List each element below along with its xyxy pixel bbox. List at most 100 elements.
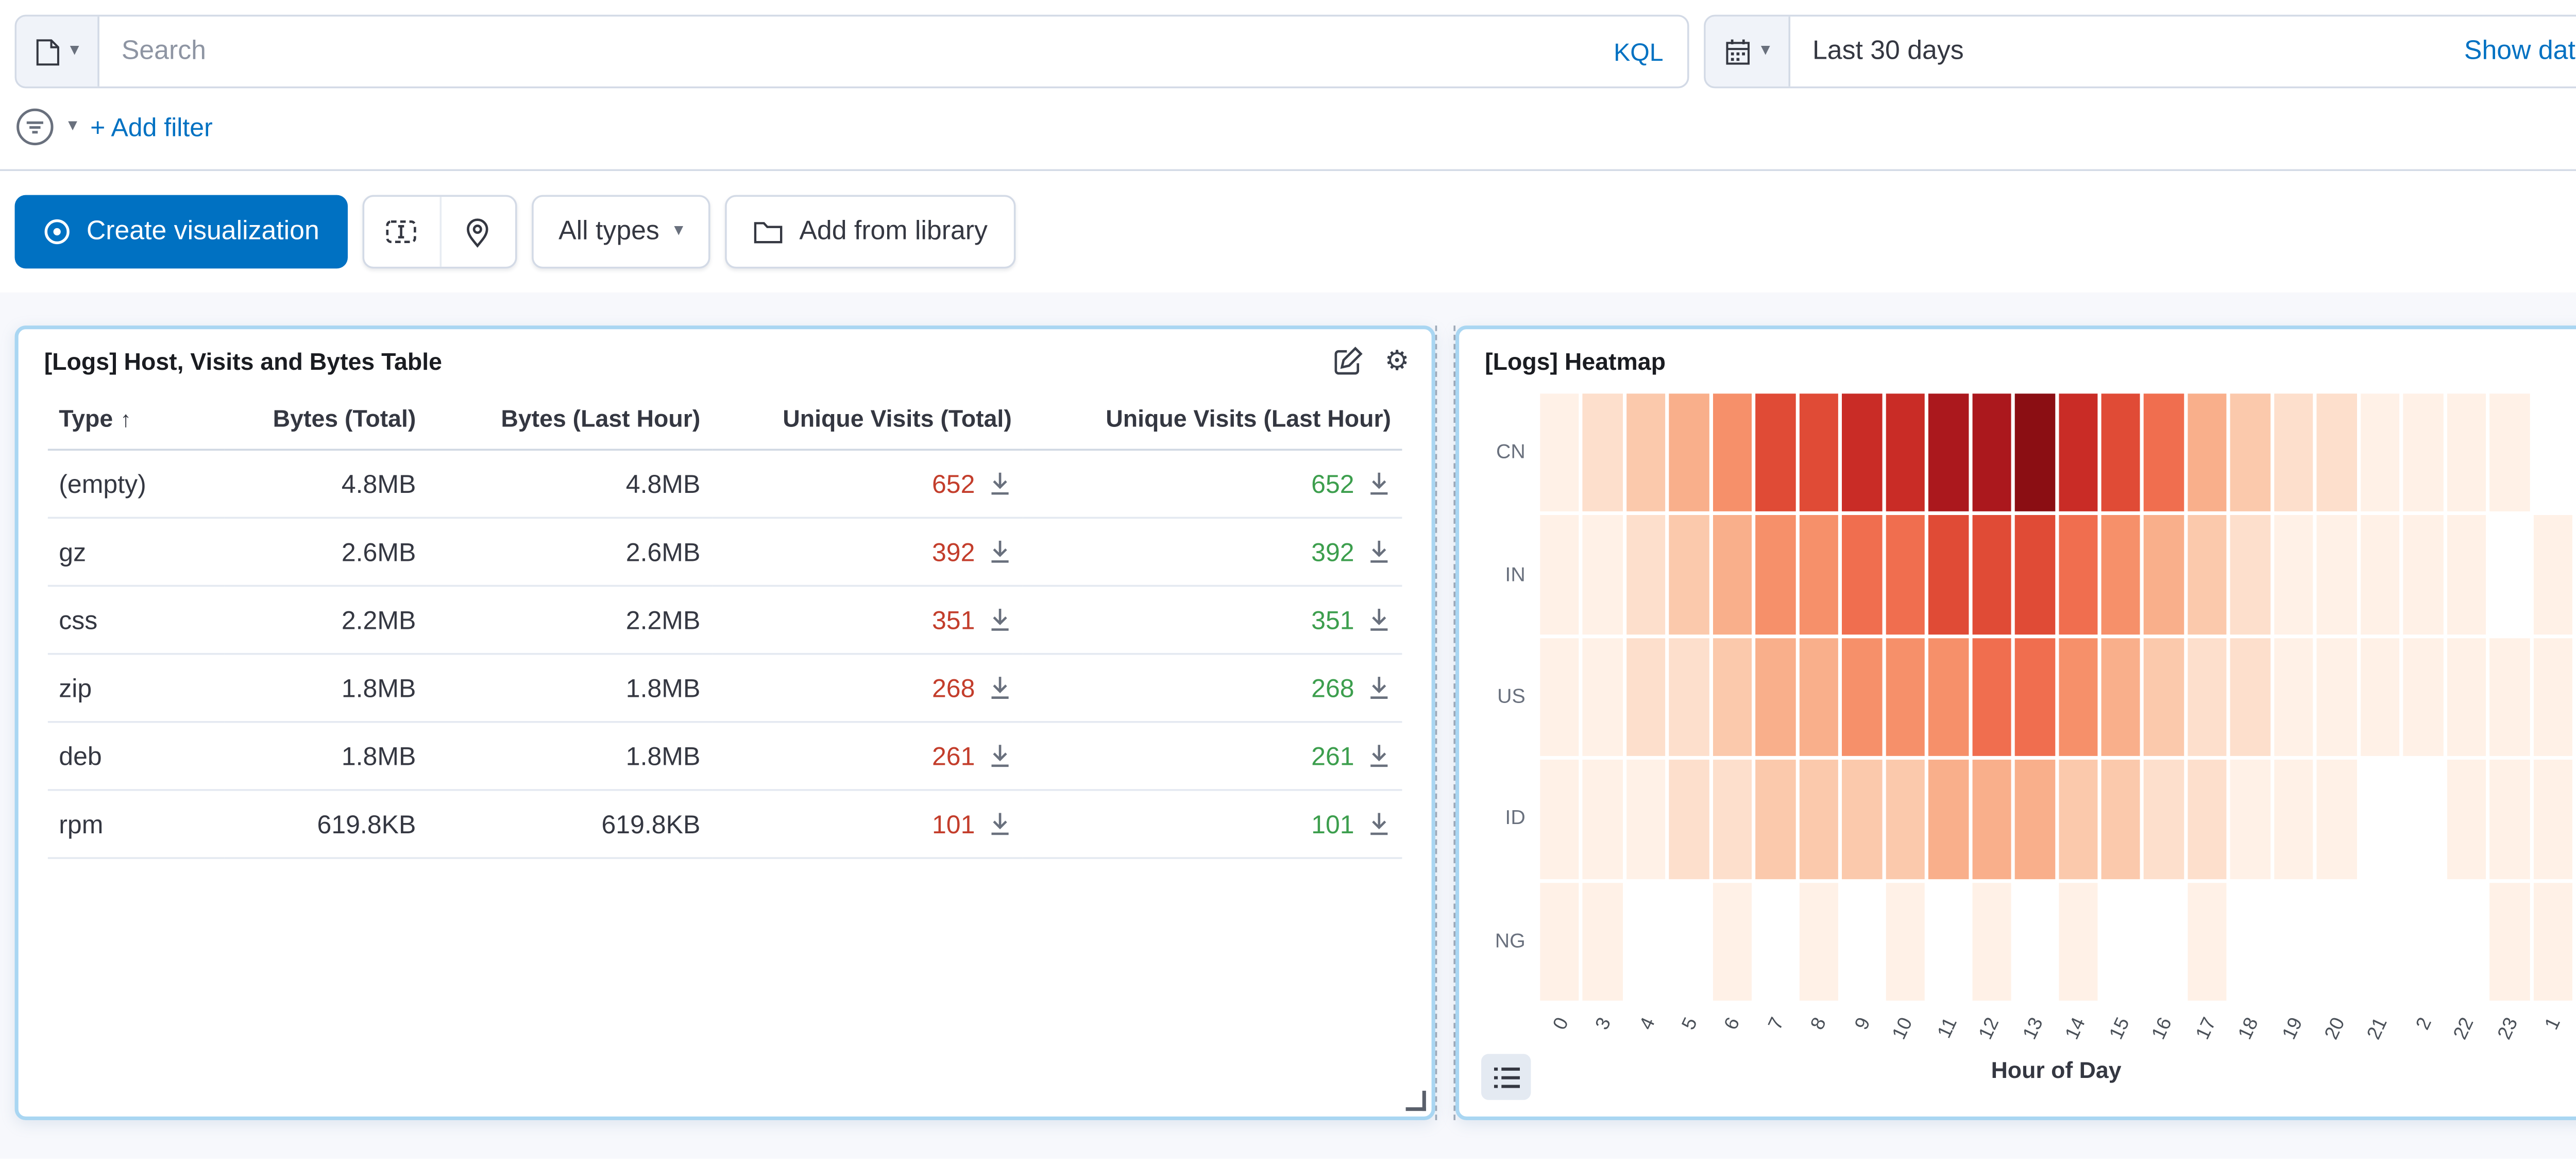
column-header[interactable]: Type ↑ — [47, 382, 224, 451]
heatmap-cell[interactable] — [1583, 638, 1623, 757]
heatmap-cell[interactable] — [2533, 638, 2572, 757]
heatmap-cell[interactable] — [1540, 516, 1580, 635]
heatmap-cell[interactable] — [1756, 760, 1795, 879]
download-arrow-icon[interactable] — [988, 675, 1011, 701]
heatmap-cell[interactable] — [2533, 882, 2572, 1001]
heatmap-cell[interactable] — [2014, 393, 2055, 512]
heatmap-cell[interactable] — [1540, 393, 1580, 512]
heatmap-cell[interactable] — [1972, 638, 2011, 757]
heatmap-cell[interactable] — [2230, 393, 2270, 512]
heatmap-cell[interactable] — [2187, 393, 2227, 512]
heatmap-cell[interactable] — [1583, 516, 1623, 635]
heatmap-cell[interactable] — [2317, 760, 2357, 879]
heatmap-cell[interactable] — [1799, 393, 1839, 512]
heatmap-cell[interactable] — [1583, 760, 1623, 879]
heatmap-cell[interactable] — [2187, 516, 2227, 635]
heatmap-cell[interactable] — [2101, 638, 2141, 757]
saved-query-menu-button[interactable]: ▾ — [16, 16, 99, 87]
heatmap-cell[interactable] — [2058, 638, 2098, 757]
heatmap-cell[interactable] — [2446, 516, 2486, 635]
heatmap-cell[interactable] — [2403, 638, 2443, 757]
download-arrow-icon[interactable] — [1367, 607, 1391, 633]
heatmap-cell[interactable] — [2187, 760, 2227, 879]
heatmap-cell[interactable] — [2101, 393, 2141, 512]
add-filter-link[interactable]: + Add filter — [90, 112, 213, 142]
heatmap-cell[interactable] — [1928, 760, 1968, 879]
heatmap-cell[interactable] — [1928, 516, 1968, 635]
heatmap-cell[interactable] — [1540, 638, 1580, 757]
heatmap-cell[interactable] — [1669, 516, 1709, 635]
panel-resize-handle[interactable] — [1405, 1090, 1426, 1111]
heatmap-cell[interactable] — [2446, 638, 2486, 757]
heatmap-cell[interactable] — [2014, 516, 2055, 635]
download-arrow-icon[interactable] — [1367, 675, 1391, 701]
time-range-value[interactable]: Last 30 days — [1812, 37, 1964, 66]
heatmap-cell[interactable] — [2317, 638, 2357, 757]
heatmap-cell[interactable] — [1669, 393, 1709, 512]
heatmap-cell[interactable] — [2360, 638, 2400, 757]
heatmap-cell[interactable] — [2230, 516, 2270, 635]
heatmap-cell[interactable] — [2274, 760, 2314, 879]
edit-visualization-icon[interactable] — [1333, 346, 1363, 375]
kql-badge[interactable]: KQL — [1614, 38, 1664, 65]
add-from-library-button[interactable]: Add from library — [725, 195, 1015, 269]
column-header[interactable]: Bytes (Last Hour) — [427, 382, 711, 451]
panel-title[interactable]: [Logs] Heatmap — [1485, 347, 1666, 374]
heatmap-cell[interactable] — [2058, 882, 2098, 1001]
heatmap-cell[interactable] — [1799, 760, 1839, 879]
create-visualization-button[interactable]: Create visualization — [14, 195, 347, 269]
heatmap-cell[interactable] — [1842, 638, 1882, 757]
heatmap-cell[interactable] — [2144, 638, 2184, 757]
heatmap-cell[interactable] — [1713, 882, 1753, 1001]
heatmap-cell[interactable] — [2230, 760, 2270, 879]
heatmap-cell[interactable] — [2489, 882, 2530, 1001]
heatmap-cell[interactable] — [2274, 393, 2314, 512]
heatmap-cell[interactable] — [2317, 516, 2357, 635]
heatmap-cell[interactable] — [1626, 516, 1666, 635]
heatmap-cell[interactable] — [2058, 393, 2098, 512]
heatmap-cell[interactable] — [2489, 760, 2530, 879]
filter-set-icon[interactable] — [15, 107, 56, 147]
column-header[interactable]: Bytes (Total) — [224, 382, 427, 451]
heatmap-cell[interactable] — [1799, 516, 1839, 635]
heatmap-cell[interactable] — [2144, 760, 2184, 879]
heatmap-cell[interactable] — [1626, 760, 1666, 879]
column-header[interactable]: Unique Visits (Last Hour) — [1023, 382, 1402, 451]
heatmap-cell[interactable] — [2144, 516, 2184, 635]
heatmap-cell[interactable] — [1885, 638, 1925, 757]
heatmap-cell[interactable] — [2274, 638, 2314, 757]
download-arrow-icon[interactable] — [1367, 811, 1391, 837]
heatmap-cell[interactable] — [1885, 516, 1925, 635]
heatmap-cell[interactable] — [2533, 516, 2572, 635]
heatmap-cell[interactable] — [2187, 882, 2227, 1001]
heatmap-cell[interactable] — [1540, 882, 1580, 1001]
heatmap-cell[interactable] — [1972, 760, 2011, 879]
heatmap-cell[interactable] — [1928, 393, 1968, 512]
heatmap-cell[interactable] — [2014, 638, 2055, 757]
heatmap-cell[interactable] — [1972, 516, 2011, 635]
heatmap-cell[interactable] — [2144, 393, 2184, 512]
heatmap-cell[interactable] — [1669, 760, 1709, 879]
download-arrow-icon[interactable] — [988, 607, 1011, 633]
heatmap-cell[interactable] — [1928, 638, 1968, 757]
download-arrow-icon[interactable] — [1367, 539, 1391, 564]
heatmap-cell[interactable] — [1842, 760, 1882, 879]
heatmap-cell[interactable] — [2360, 393, 2400, 512]
heatmap-cell[interactable] — [1799, 882, 1839, 1001]
heatmap-cell[interactable] — [1669, 638, 1709, 757]
heatmap-cell[interactable] — [1885, 760, 1925, 879]
heatmap-cell[interactable] — [2187, 638, 2227, 757]
heatmap-cell[interactable] — [1540, 760, 1580, 879]
gear-icon[interactable]: ⚙ — [1384, 345, 1410, 376]
heatmap-cell[interactable] — [1842, 516, 1882, 635]
heatmap-cell[interactable] — [2360, 516, 2400, 635]
download-arrow-icon[interactable] — [988, 811, 1011, 837]
download-arrow-icon[interactable] — [988, 539, 1011, 564]
heatmap-cell[interactable] — [1972, 882, 2011, 1001]
search-input[interactable] — [99, 37, 1590, 66]
column-header[interactable]: Unique Visits (Total) — [711, 382, 1023, 451]
heatmap-cell[interactable] — [2489, 638, 2530, 757]
panel-title[interactable]: [Logs] Host, Visits and Bytes Table — [44, 347, 442, 374]
heatmap-cell[interactable] — [1756, 393, 1795, 512]
download-arrow-icon[interactable] — [988, 471, 1011, 496]
